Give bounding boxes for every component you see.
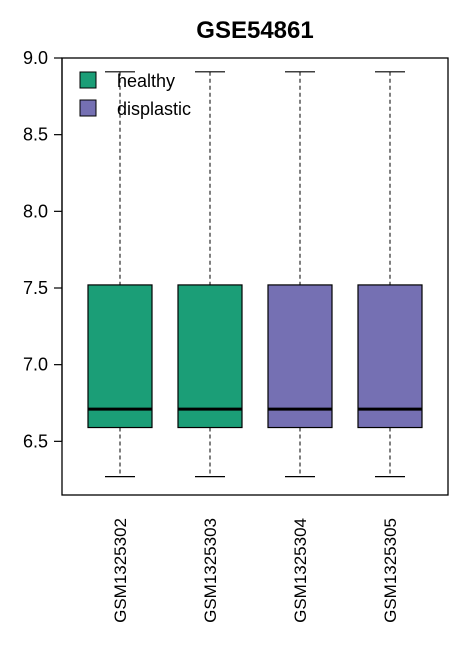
box-body <box>357 284 423 429</box>
boxes <box>87 71 423 478</box>
x-category-label: GSM1325304 <box>291 518 310 623</box>
legend-label-displastic: displastic <box>117 99 191 119</box>
box-GSM1325303 <box>177 71 243 478</box>
y-tick-label: 6.5 <box>23 431 48 451</box>
box-body <box>177 284 243 429</box>
legend: healthy displastic <box>79 71 191 119</box>
box-body <box>267 284 333 429</box>
x-axis-labels: GSM1325302 GSM1325303 GSM1325304 GSM1325305 <box>111 518 400 623</box>
y-axis: 9.0 8.5 8.0 7.5 7.0 6.5 <box>23 48 63 451</box>
y-tick-label: 8.0 <box>23 201 48 221</box>
box-body <box>87 284 153 429</box>
x-category-label: GSM1325305 <box>381 518 400 623</box>
chart-title: GSE54861 <box>196 17 313 44</box>
y-tick-label: 7.0 <box>23 355 48 375</box>
y-tick-label: 8.5 <box>23 125 48 145</box>
box-GSM1325302 <box>87 71 153 478</box>
y-tick-label: 9.0 <box>23 48 48 68</box>
legend-label-healthy: healthy <box>117 71 175 91</box>
y-tick-label: 7.5 <box>23 278 48 298</box>
box-GSM1325305 <box>357 71 423 478</box>
legend-swatch-healthy <box>79 71 97 89</box>
x-category-label: GSM1325302 <box>111 518 130 623</box>
x-category-label: GSM1325303 <box>201 518 220 623</box>
legend-swatch-displastic <box>79 99 97 117</box>
box-GSM1325304 <box>267 71 333 478</box>
